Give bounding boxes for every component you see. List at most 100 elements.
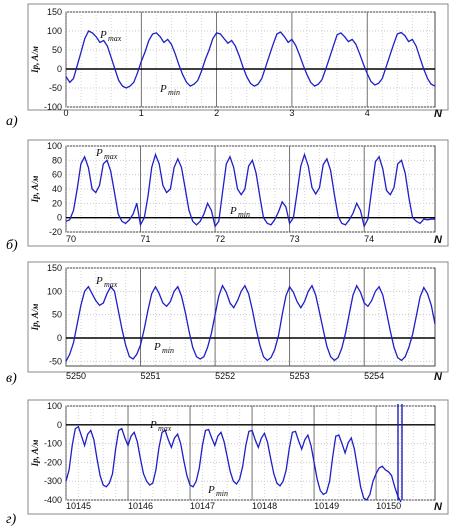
y-tick-label: 50	[52, 310, 62, 320]
data-point	[357, 467, 358, 469]
data-point	[391, 475, 392, 476]
data-point	[80, 304, 82, 306]
y-axis-label: Ip, A/м	[30, 440, 40, 468]
data-point	[311, 285, 313, 287]
x-tick-label: 2	[214, 108, 219, 118]
data-point	[180, 443, 182, 444]
data-point	[397, 357, 399, 358]
pmin-label: P	[207, 484, 215, 496]
data-point	[128, 356, 130, 358]
data-point	[329, 57, 330, 58]
data-point	[186, 81, 187, 83]
data-point	[396, 33, 398, 35]
data-point	[300, 165, 302, 167]
y-tick-label: 80	[52, 155, 62, 165]
data-point	[281, 314, 283, 316]
data-point	[121, 428, 123, 429]
data-point	[121, 328, 123, 330]
data-point	[378, 467, 380, 469]
data-point	[229, 302, 231, 304]
data-point	[214, 445, 216, 446]
pmax-label: P	[149, 419, 157, 431]
data-point	[68, 469, 70, 471]
data-point	[122, 85, 123, 87]
data-point	[208, 49, 210, 51]
data-point	[181, 167, 182, 168]
data-point	[118, 430, 120, 431]
data-point	[404, 172, 406, 174]
data-point	[133, 431, 135, 433]
data-point	[110, 57, 112, 58]
data-point	[299, 54, 300, 55]
data-point	[385, 66, 387, 68]
data-point	[99, 185, 100, 186]
data-point	[353, 448, 355, 450]
y-tick-label: 150	[47, 263, 62, 273]
data-point	[341, 223, 343, 224]
data-point	[148, 40, 150, 41]
data-point	[178, 64, 180, 66]
data-point	[239, 478, 241, 480]
pmax-label: P	[95, 147, 103, 159]
data-point	[330, 169, 332, 171]
data-point	[255, 172, 257, 174]
data-point	[386, 311, 387, 313]
data-point	[367, 218, 369, 220]
data-point	[270, 224, 272, 226]
data-point	[400, 32, 402, 33]
data-point	[251, 309, 253, 311]
data-point	[208, 429, 210, 430]
data-point	[173, 290, 175, 292]
y-tick-label: 100	[47, 141, 62, 151]
data-point	[375, 473, 377, 475]
data-point	[270, 357, 272, 358]
data-point	[363, 497, 365, 499]
data-point	[384, 469, 386, 471]
data-point	[80, 163, 82, 165]
data-point	[166, 192, 168, 193]
x-axis-label: N	[434, 108, 443, 120]
data-point	[133, 81, 135, 83]
data-point	[363, 64, 364, 65]
data-point	[121, 220, 123, 222]
data-point	[203, 213, 205, 215]
data-point	[419, 296, 421, 298]
data-point	[132, 213, 134, 215]
data-point	[84, 156, 86, 158]
data-point	[114, 290, 115, 292]
data-point	[382, 168, 384, 170]
data-point	[204, 59, 206, 60]
data-point	[184, 188, 186, 190]
data-point	[292, 217, 294, 219]
y-axis-label: Ip, A/м	[30, 176, 40, 204]
data-point	[319, 187, 320, 188]
data-point	[337, 215, 339, 217]
data-point	[137, 72, 138, 74]
data-point	[315, 294, 317, 296]
data-point	[102, 302, 104, 304]
data-point	[389, 330, 391, 332]
data-point	[345, 332, 346, 334]
series-line	[65, 152, 435, 229]
data-point	[319, 490, 321, 491]
plot-area	[65, 11, 436, 108]
data-point	[93, 439, 95, 441]
data-point	[319, 311, 320, 313]
data-point	[347, 442, 349, 444]
data-point	[430, 83, 432, 85]
y-tick-label: 60	[52, 170, 62, 180]
data-point	[264, 432, 265, 434]
data-point	[128, 219, 130, 221]
data-point	[125, 223, 127, 224]
data-point	[223, 38, 225, 39]
data-point	[366, 499, 368, 501]
x-tick-label: 5250	[66, 371, 86, 381]
y-tick-label: 0	[57, 213, 62, 223]
data-point	[336, 34, 338, 36]
data-point	[80, 51, 82, 53]
data-point	[171, 43, 172, 45]
data-point	[233, 307, 235, 309]
data-point	[159, 36, 161, 38]
data-point	[198, 467, 200, 469]
data-point	[360, 210, 361, 211]
